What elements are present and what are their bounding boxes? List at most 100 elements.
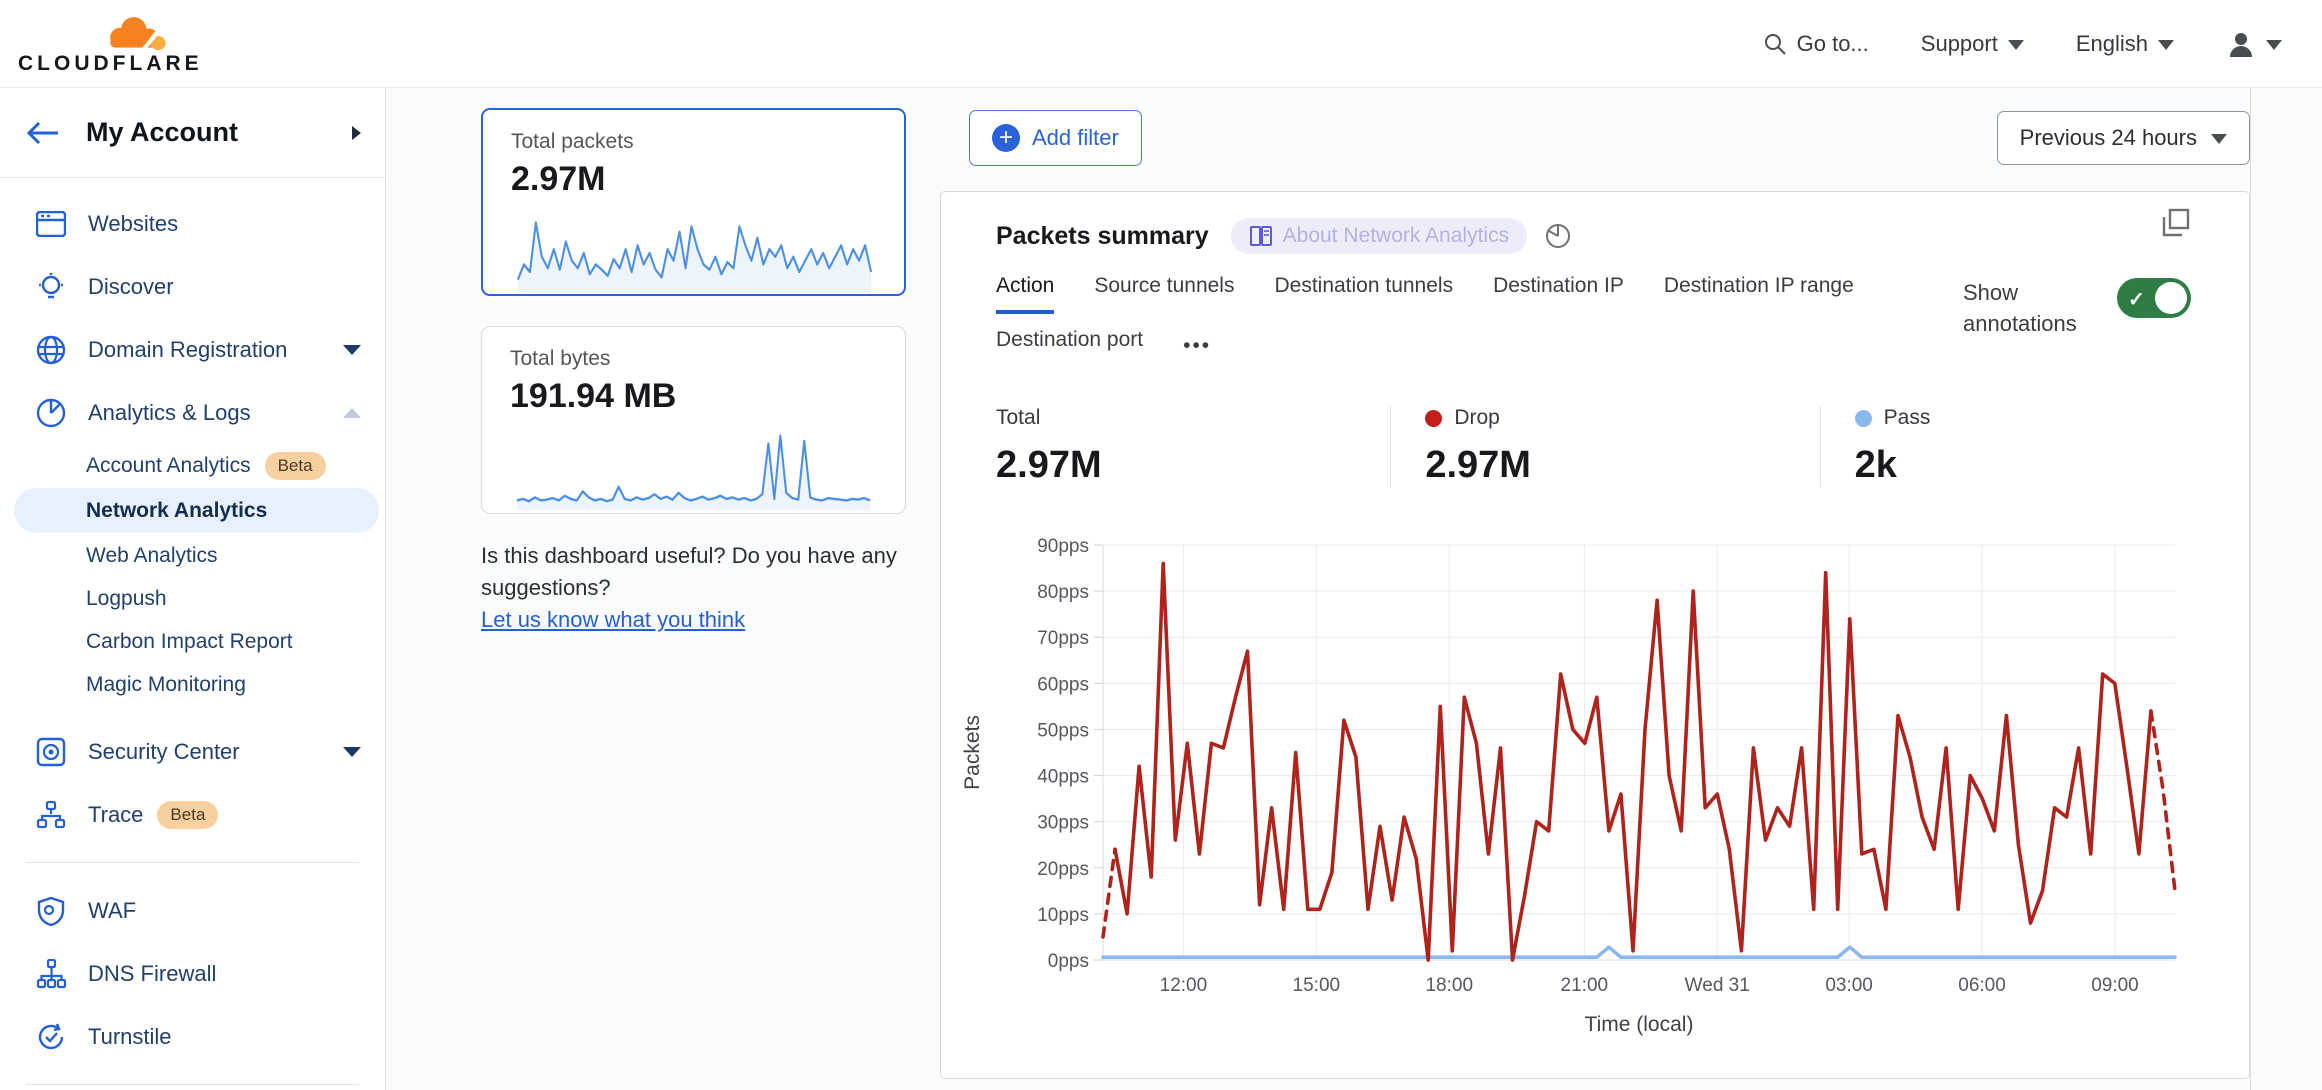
sidebar-item-trace[interactable]: Trace Beta [0,783,385,846]
goto-label: Go to... [1796,30,1869,56]
stat-total: Total 2.97M [996,406,1390,487]
tab-destination-tunnels[interactable]: Destination tunnels [1274,274,1454,297]
annotations-control: Show annotations ✓ [1963,278,2191,364]
svg-text:70pps: 70pps [1037,628,1089,649]
card-value: 2.97M [511,160,606,198]
sidebar-item-label: Websites [88,210,179,236]
account-menu[interactable] [2226,29,2282,59]
svg-text:12:00: 12:00 [1160,975,1208,996]
sidebar-item-magic-monitoring[interactable]: Magic Monitoring [0,663,385,706]
sidebar-item-label: Analytics & Logs [88,399,251,425]
back-arrow-icon[interactable] [26,121,60,145]
time-range-label: Previous 24 hours [2019,125,2197,150]
sidebar-item-web-analytics[interactable]: Web Analytics [0,534,385,577]
sub-item-label: Logpush [86,586,167,610]
tab-destination-ip[interactable]: Destination IP [1493,274,1624,297]
sidebar-item-waf[interactable]: WAF [0,879,385,942]
add-filter-label: Add filter [1032,125,1119,150]
content-area: Total packets 2.97M Total bytes 191.94 M… [386,88,2322,1090]
card-value: 191.94 MB [510,377,677,415]
sidebar-item-dns-firewall[interactable]: DNS Firewall [0,942,385,1005]
sidebar-item-account-analytics[interactable]: Account Analytics Beta [0,444,385,487]
card-title: Total packets [511,130,634,153]
add-filter-button[interactable]: + Add filter [969,110,1142,166]
summary-cards: Total packets 2.97M Total bytes 191.94 M… [481,108,906,636]
sidebar-item-label: Security Center [88,738,240,764]
browser-window-icon [34,210,68,237]
stat-value: 2.97M [1425,444,1531,486]
show-annotations-label: Show annotations [1963,280,2077,336]
svg-text:90pps: 90pps [1037,536,1089,557]
goto-search[interactable]: Go to... [1763,31,1869,57]
sidebar-item-discover[interactable]: Discover [0,255,385,318]
tabs-zone: Action Source tunnels Destination tunnel… [941,254,2249,364]
line-chart: 0pps 10pps 20pps 30pps 40pps 50pps 60pps 70pps 8… [961,536,2177,1036]
pie-chart-icon[interactable] [1545,223,1571,249]
svg-text:50pps: 50pps [1037,720,1089,741]
svg-text:18:00: 18:00 [1425,975,1473,996]
sidebar-item-security-center[interactable]: Security Center [0,720,385,783]
total-bytes-card[interactable]: Total bytes 191.94 MB [481,326,906,514]
sub-item-label: Carbon Impact Report [86,629,293,653]
sidebar-item-label: Domain Registration [88,336,288,362]
main-column: + Add filter Previous 24 hours Packets s… [935,88,2322,1090]
sidebar-item-domain-registration[interactable]: Domain Registration [0,318,385,381]
beta-badge: Beta [264,451,326,480]
sidebar-item-analytics-logs[interactable]: Analytics & Logs [0,381,385,444]
feedback-link[interactable]: Let us know what you think [481,606,746,632]
search-icon [1764,33,1786,55]
language-menu[interactable]: English [2076,31,2174,57]
more-tabs-button[interactable]: ••• [1183,334,1212,357]
time-range-dropdown[interactable]: Previous 24 hours [1996,111,2250,165]
packets-time-series-chart: 0pps 10pps 20pps 30pps 40pps 50pps 60pps 70pps 8… [953,523,2249,1058]
stat-label: Drop [1454,406,1500,429]
tab-action[interactable]: Action [996,274,1055,314]
plus-icon: + [992,124,1020,152]
sidebar-item-carbon-impact-report[interactable]: Carbon Impact Report [0,620,385,663]
svg-text:40pps: 40pps [1037,767,1089,788]
user-icon [2230,32,2252,57]
sidebar-item-label: Discover [88,273,174,299]
divider [26,862,359,863]
svg-text:03:00: 03:00 [1825,975,1873,996]
cloudflare-logo[interactable]: CLOUDFLARE [18,12,203,76]
show-annotations-toggle[interactable]: ✓ [2117,278,2191,318]
sub-item-label: Network Analytics [86,498,268,522]
svg-text:20pps: 20pps [1037,859,1089,880]
sidebar-item-logpush[interactable]: Logpush [0,577,385,620]
stat-value: 2.97M [996,444,1102,486]
chevron-down-icon [2266,39,2282,50]
legend-stats: Total 2.97M Drop 2.97M Pass 2k [996,406,2249,487]
svg-text:Wed 31: Wed 31 [1685,975,1750,996]
total-packets-card[interactable]: Total packets 2.97M [481,108,906,296]
packets-sparkline [516,221,873,293]
sidebar-item-label: Trace [88,801,144,827]
svg-text:60pps: 60pps [1037,674,1089,695]
sidebar-item-websites[interactable]: Websites [0,192,385,255]
dimension-tabs: Action Source tunnels Destination tunnel… [996,274,1963,364]
svg-text:Time (local): Time (local) [1585,1013,1694,1036]
about-network-analytics-badge[interactable]: About Network Analytics [1230,218,1528,254]
stat-pass: Pass 2k [1819,406,2249,487]
cloudflare-cloud-icon [110,16,166,50]
chevron-down-icon [2007,39,2024,50]
sidebar-item-turnstile[interactable]: Turnstile [0,1005,385,1068]
sub-item-label: Magic Monitoring [86,672,246,696]
content-edge-divider [2250,88,2251,1090]
chevron-right-icon[interactable] [352,125,361,140]
card-title: Total bytes [510,347,611,370]
tab-destination-ip-range[interactable]: Destination IP range [1663,274,1854,297]
sidebar: My Account Websites Discover Domain [0,88,386,1090]
support-menu[interactable]: Support [1921,31,2024,57]
sidebar-item-network-analytics[interactable]: Network Analytics [14,488,379,533]
chevron-down-icon [343,746,361,757]
chevron-down-icon [343,344,361,355]
svg-text:09:00: 09:00 [2091,975,2139,996]
expand-icon[interactable] [2161,208,2191,243]
tab-destination-port[interactable]: Destination port [996,328,1144,351]
top-header: CLOUDFLARE Go to... Support English [0,0,2322,88]
check-icon: ✓ [2128,289,2145,311]
beta-badge: Beta [157,800,219,829]
tab-source-tunnels[interactable]: Source tunnels [1094,274,1235,297]
